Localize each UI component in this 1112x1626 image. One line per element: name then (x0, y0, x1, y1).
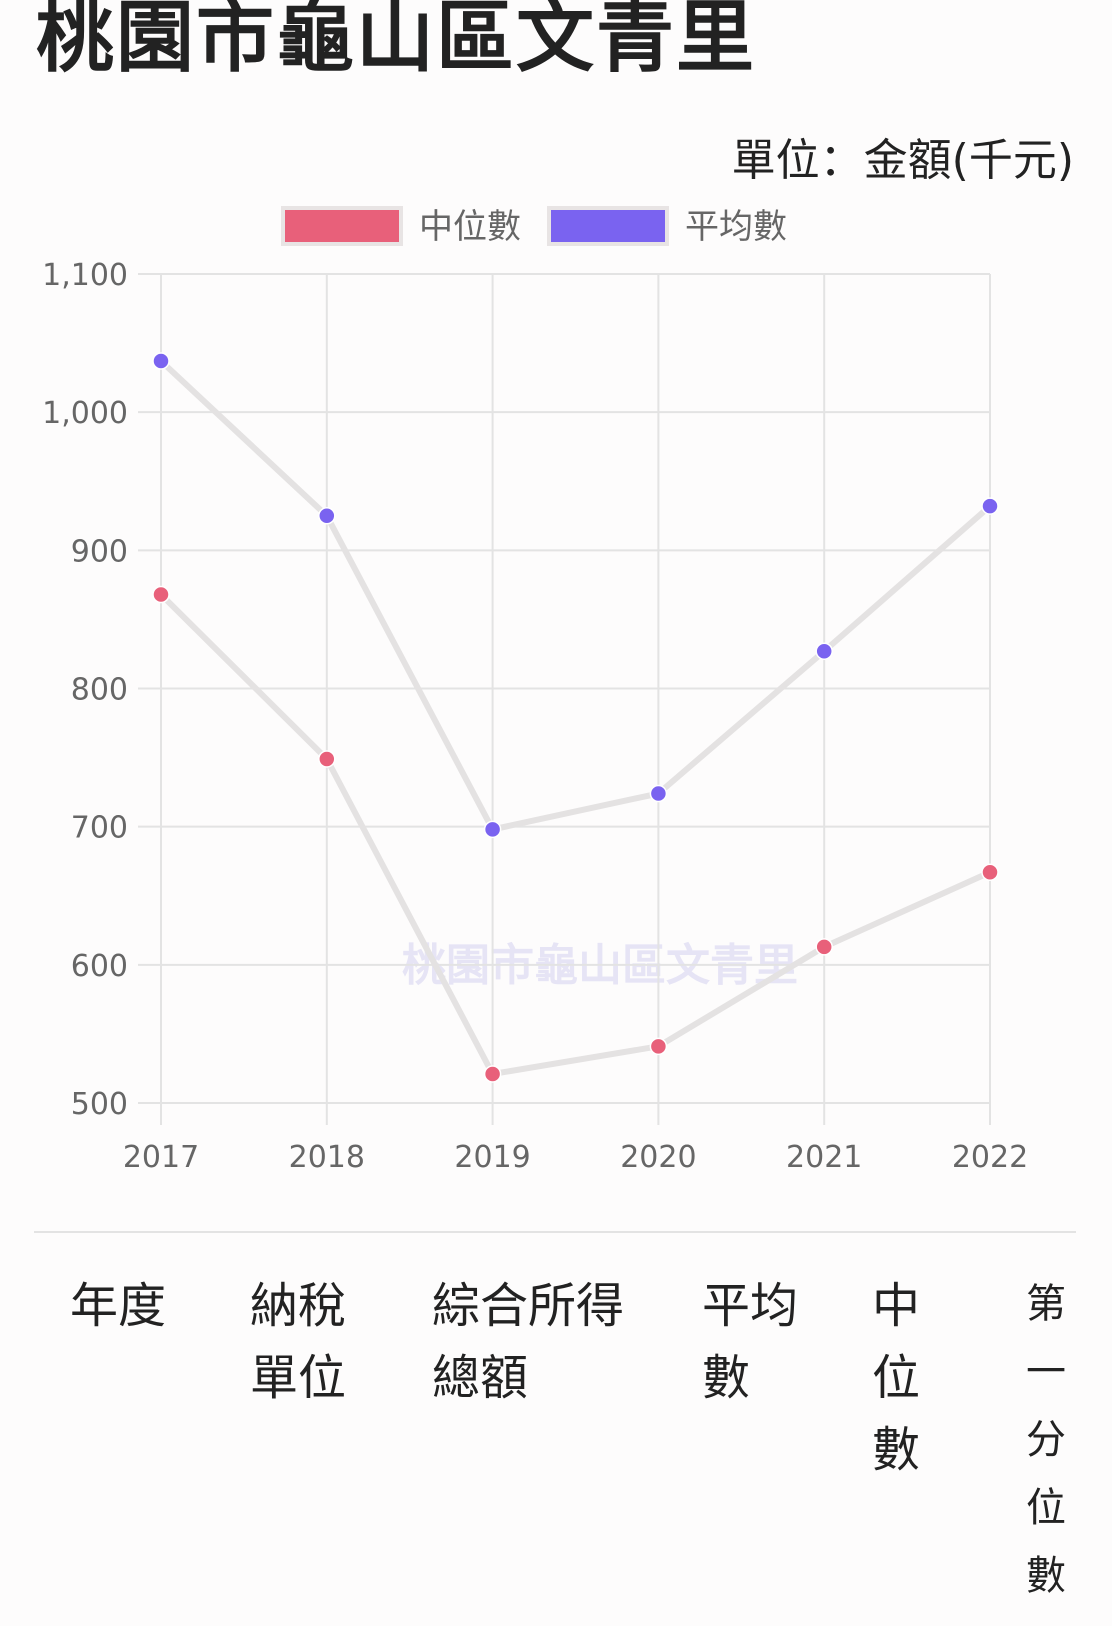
th-tax-units: 納稅 單位 (250, 1270, 346, 1414)
th-q1-line4: 位 (1026, 1485, 1066, 1531)
th-average-line2: 數 (702, 1350, 751, 1406)
median-point (815, 938, 833, 956)
th-total-income-line1: 綜合所得 (432, 1278, 625, 1334)
average-point (483, 820, 502, 839)
median-point (981, 863, 999, 882)
series-line-average (158, 358, 992, 833)
unit-label: 單位：金額(千元) (731, 135, 1074, 186)
y-tick-label: 700 (71, 811, 128, 846)
legend-label-average: 平均數 (685, 207, 787, 247)
y-tick-label: 500 (71, 1087, 128, 1122)
th-average: 平均 數 (702, 1270, 798, 1414)
divider (34, 1231, 1076, 1233)
th-q1-line2: 一 (1026, 1349, 1066, 1395)
x-tick-label: 2021 (786, 1140, 862, 1175)
th-median-line3: 數 (872, 1422, 921, 1478)
y-tick-label: 1,100 (42, 258, 128, 293)
average-point (318, 507, 336, 525)
legend-label-median: 中位數 (419, 207, 521, 247)
legend-swatch-average (547, 206, 669, 246)
page-title: 桃園市龜山區文青里 (36, 0, 757, 83)
average-point (152, 352, 170, 370)
x-tick-label: 2022 (952, 1140, 1028, 1175)
th-tax-units-line1: 納稅 (250, 1278, 347, 1334)
th-first-quartile: 第 一 分 位 數 (1026, 1270, 1066, 1610)
chart-grid (138, 273, 991, 1125)
x-tick-label: 2018 (289, 1140, 365, 1175)
x-tick-label: 2019 (454, 1140, 530, 1175)
series-line-median (158, 592, 992, 1077)
th-tax-units-line2: 單位 (250, 1350, 347, 1406)
y-tick-label: 1,000 (42, 396, 128, 431)
x-tick-label: 2020 (620, 1140, 696, 1175)
median-point (649, 1037, 668, 1056)
average-point (981, 497, 999, 515)
x-tick-label: 2017 (123, 1140, 199, 1175)
median-point (483, 1065, 502, 1083)
y-tick-label: 900 (71, 534, 128, 569)
y-axis: 500 600 700 800 900 1,000 1,100 (42, 258, 128, 1122)
th-q1-line5: 數 (1026, 1553, 1066, 1599)
y-tick-label: 800 (71, 673, 128, 708)
th-median: 中 位 數 (872, 1270, 920, 1486)
th-average-line1: 平均 (702, 1278, 799, 1334)
series-points (152, 352, 999, 1083)
chart-legend: 中位數 平均數 (281, 206, 787, 247)
y-tick-label: 600 (71, 949, 128, 984)
median-point (318, 750, 336, 768)
th-total-income: 綜合所得 總額 (432, 1270, 624, 1414)
average-point (815, 642, 833, 660)
series-lines (158, 358, 992, 1077)
th-year: 年度 (70, 1270, 166, 1342)
th-q1-line1: 第 (1026, 1281, 1066, 1327)
th-q1-line3: 分 (1026, 1417, 1066, 1463)
th-year-text: 年度 (70, 1278, 167, 1334)
th-median-line2: 位 (872, 1350, 921, 1406)
data-table-header: 年度 納稅 單位 綜合所得 總額 平均 數 中 位 數 第 一 分 位 數 (0, 1270, 1112, 1626)
median-point (152, 585, 170, 604)
th-median-line1: 中 (872, 1278, 921, 1334)
x-axis: 2017 2018 2019 2020 2021 2022 (123, 1140, 1028, 1175)
average-point (649, 784, 668, 803)
legend-swatch-median (281, 206, 403, 246)
th-total-income-line2: 總額 (432, 1350, 529, 1406)
